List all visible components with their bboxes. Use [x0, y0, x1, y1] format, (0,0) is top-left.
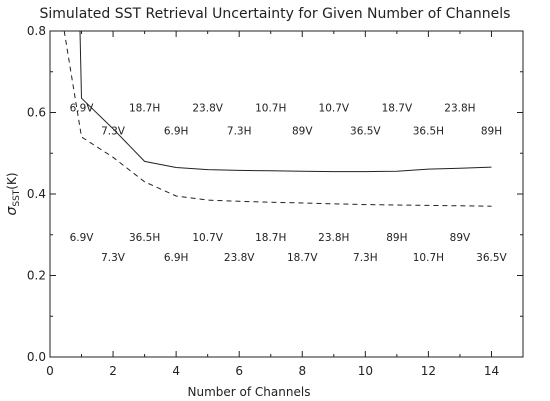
y-axis-label: σSST(K): [4, 172, 22, 215]
x-tick-label: 12: [421, 364, 436, 378]
series-layer: [63, 30, 492, 207]
x-tick-label: 8: [298, 364, 306, 378]
chart-title: Simulated SST Retrieval Uncertainty for …: [40, 6, 511, 22]
channel-annotation: 6.9H: [164, 125, 189, 137]
channel-annotation: 36.5V: [476, 252, 507, 264]
channel-annotation: 7.3V: [101, 125, 126, 137]
dashed-series-line: [63, 30, 492, 207]
y-tick-label: 0.0: [27, 350, 46, 364]
channel-annotation: 18.7V: [287, 252, 318, 264]
y-label-symbol: σ: [4, 206, 20, 216]
channel-annotation: 89H: [481, 125, 502, 137]
channel-annotation: 89H: [386, 232, 407, 244]
channel-annotation: 6.9V: [70, 232, 95, 244]
y-tick-label: 0.4: [27, 187, 46, 201]
x-axis-label: Number of Channels: [188, 385, 311, 399]
x-tick-label: 2: [109, 364, 117, 378]
channel-annotation: 23.8V: [224, 252, 255, 264]
y-tick-label: 0.8: [27, 24, 46, 38]
plot-frame: [49, 30, 524, 358]
y-axis: 0.0 0.2 0.4 0.6 0.8: [27, 24, 523, 364]
channel-annotation: 10.7H: [255, 103, 286, 115]
channel-annotation: 23.8H: [318, 232, 349, 244]
channel-annotation: 10.7V: [319, 103, 350, 115]
solid-series-line: [79, 30, 492, 173]
x-axis: 0 2 4 6 8 10 12 14: [46, 31, 499, 378]
y-label-unit: (K): [5, 172, 19, 189]
channel-annotation: 6.9V: [70, 103, 95, 115]
x-tick-label: 0: [46, 364, 54, 378]
y-label-subscript: SST: [12, 189, 22, 206]
channel-annotation: 18.7H: [255, 232, 286, 244]
x-tick-label: 6: [235, 364, 243, 378]
channel-annotation: 18.7H: [129, 103, 160, 115]
channel-annotation: 36.5H: [413, 125, 444, 137]
channel-annotation: 89V: [292, 125, 313, 137]
channel-annotation: 23.8H: [444, 103, 475, 115]
channel-annotation: 6.9H: [164, 252, 189, 264]
x-tick-label: 4: [172, 364, 180, 378]
channel-annotation: 36.5V: [350, 125, 381, 137]
x-tick-label: 14: [484, 364, 499, 378]
channel-annotation: 18.7V: [382, 103, 413, 115]
y-tick-label: 0.6: [27, 106, 46, 120]
channel-annotations: 6.9V 18.7H 23.8V 10.7H 10.7V 18.7V 23.8H7.3V 6.…: [70, 103, 508, 265]
channel-annotation: 23.8V: [192, 103, 223, 115]
channel-annotation: 7.3H: [353, 252, 378, 264]
channel-annotation: 7.3H: [227, 125, 252, 137]
channel-annotation: 10.7H: [413, 252, 444, 264]
channel-annotation: 36.5H: [129, 232, 160, 244]
x-tick-label: 10: [358, 364, 373, 378]
y-tick-label: 0.2: [27, 269, 46, 283]
channel-annotation: 10.7V: [192, 232, 223, 244]
channel-annotation: 7.3V: [101, 252, 126, 264]
channel-annotation: 89V: [450, 232, 471, 244]
